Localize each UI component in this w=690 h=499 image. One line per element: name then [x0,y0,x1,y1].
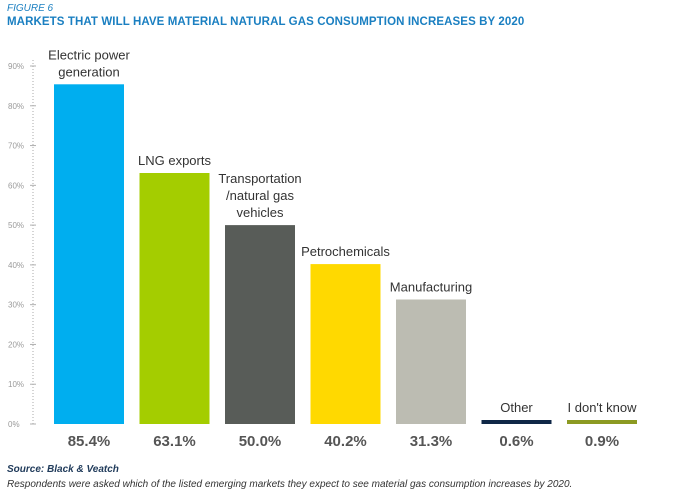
category-label: I don't know [568,400,638,415]
figure-label: FIGURE 6 [7,3,54,14]
value-label: 0.6% [499,433,533,450]
y-tick-label: 70% [8,142,24,151]
bar [225,225,295,424]
bar [396,299,466,424]
bar [139,173,210,424]
chart-title: MARKETS THAT WILL HAVE MATERIAL NATURAL … [7,16,525,28]
y-tick-label: 50% [8,221,24,230]
y-tick-label: 20% [8,340,24,349]
y-tick-label: 40% [8,261,24,270]
category-label: LNG exports [138,153,211,168]
category-label: Petrochemicals [301,244,390,259]
value-label: 31.3% [410,433,453,450]
source-note: Source: Black & Veatch [7,464,119,475]
bar [310,264,381,424]
category-label: Electric power generation [48,47,130,79]
value-label: 85.4% [68,433,111,450]
category-label: Manufacturing [390,279,472,294]
y-tick-label: 10% [8,380,24,389]
y-tick-label: 30% [8,301,24,310]
bar [481,420,552,424]
value-label: 0.9% [585,433,619,450]
category-label: Transportation/natural gas vehicles [218,171,301,220]
bar [567,420,637,424]
value-label: 63.1% [153,433,196,450]
category-label: Other [500,400,533,415]
footnote: Respondents were asked which of the list… [7,479,573,490]
value-label: 50.0% [239,433,282,450]
y-tick-label: 60% [8,181,24,190]
y-tick-label: 80% [8,102,24,111]
value-label: 40.2% [324,433,367,450]
bar [54,84,124,424]
y-tick-label: 0% [8,420,20,429]
y-tick-label: 90% [8,62,24,71]
